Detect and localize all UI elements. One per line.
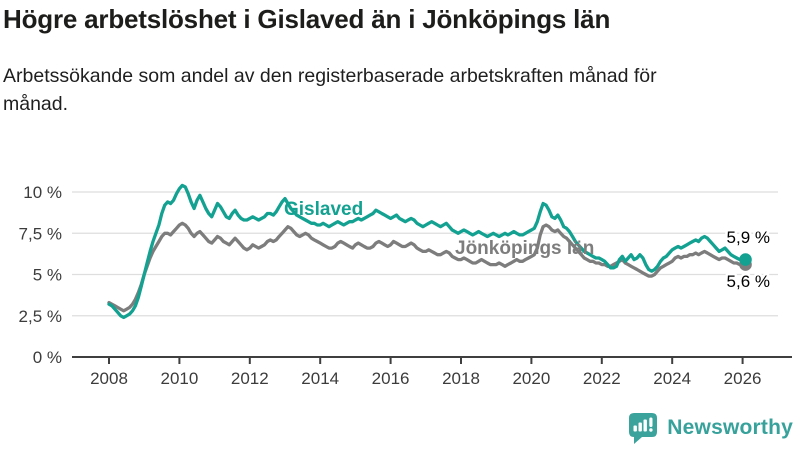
- chart-canvas: 0 % 2,5 % 5 % 7,5 % 10 % 2008 2010 2012 2014 2016…: [19, 183, 792, 388]
- y-axis-label: 10 %: [23, 183, 62, 202]
- y-axis-label: 2,5 %: [19, 307, 62, 326]
- x-axis-label: 2016: [372, 369, 410, 388]
- end-value-label: 5,6 %: [727, 272, 770, 291]
- chart-title: Högre arbetslöshet i Gislaved än i Jönkö…: [3, 4, 611, 34]
- x-axis-label: 2008: [90, 369, 128, 388]
- chart-subtitle: Arbetssökande som andel av den registerb…: [3, 65, 657, 115]
- y-axis-label: 7,5 %: [19, 224, 62, 243]
- x-axis-label: 2024: [653, 369, 691, 388]
- y-axis-label: 5 %: [33, 266, 62, 285]
- x-axis-label: 2010: [160, 369, 198, 388]
- y-axis-label: 0 %: [33, 348, 62, 367]
- x-axis-label: 2014: [301, 369, 339, 388]
- series-line-gislaved: [107, 183, 748, 320]
- x-axis-label: 2020: [512, 369, 550, 388]
- series-label: Gislaved: [284, 199, 363, 220]
- x-axis-label: 2012: [231, 369, 269, 388]
- line-chart: 0 % 2,5 % 5 % 7,5 % 10 % 2008 2010 2012 2014 2016…: [0, 150, 800, 450]
- newsworthy-logo: Newsworthy: [628, 412, 793, 444]
- x-axis-label: 2026: [724, 369, 762, 388]
- x-axis-label: 2022: [583, 369, 621, 388]
- newsworthy-wordmark: Newsworthy: [667, 416, 793, 439]
- series-line-jonkopings-lan: [107, 221, 748, 313]
- newsworthy-icon: [629, 413, 658, 444]
- end-dot-gislaved: [739, 253, 752, 266]
- series-label: Jönköpings län: [455, 238, 594, 259]
- end-value-label: 5,9 %: [727, 228, 770, 247]
- x-axis-label: 2018: [442, 369, 480, 388]
